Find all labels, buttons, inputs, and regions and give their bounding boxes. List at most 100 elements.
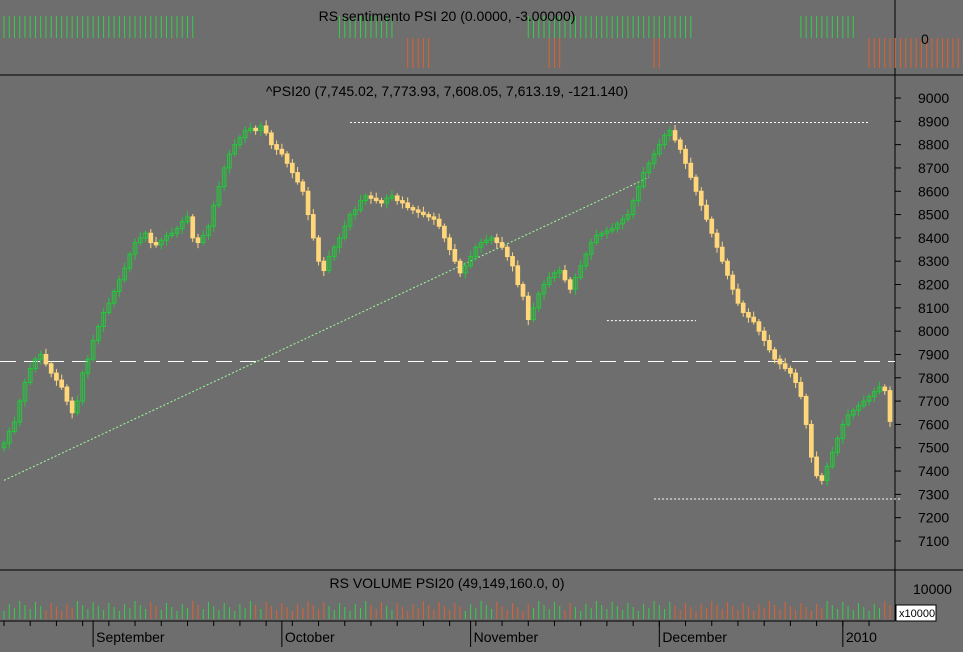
candle-body [331,246,337,258]
volume-unit-label: x10000 [899,608,935,620]
candle-body [599,232,604,237]
y-tick-label: 8000 [918,323,949,339]
candle-body [379,200,384,204]
candle-body [683,148,688,164]
candle-body [463,265,468,274]
candle-body [641,172,646,188]
candle-body [310,214,316,239]
candle-body [54,372,59,381]
candle-body [48,363,54,374]
candle-body [609,228,615,232]
candle-body [17,400,23,423]
x-tick-label: September [96,629,165,645]
candle-body [148,232,154,244]
candle-body [174,228,180,234]
candle-body [415,209,421,213]
y-tick-label: 8600 [918,183,949,199]
candle-body [373,197,379,202]
candle-body [604,230,610,234]
x-tick-label: 2010 [846,629,877,645]
volume-title: RS VOLUME PSI20 (49,149,160.0, 0) [329,575,564,591]
candle-body [43,353,49,365]
y-tick-label: 8900 [918,113,949,129]
candle-body [468,256,473,267]
candle-body [127,253,133,269]
candle-body [206,225,211,237]
y-tick-label: 7800 [918,370,949,386]
candle-body [337,237,342,248]
candle-body [1,442,7,449]
y-tick-label: 8100 [918,300,949,316]
candle-body [588,242,594,255]
candle-body [452,249,458,262]
volume-bars [3,601,891,619]
candle-body [845,414,851,425]
candle-body [567,279,573,290]
y-tick-label: 7400 [918,463,949,479]
candle-body [772,349,777,360]
candle-body [594,235,599,244]
volume-tick-label: 10000 [913,581,952,597]
candle-body [12,421,17,432]
candle-body [237,137,243,146]
candle-body [746,312,751,318]
candle-body [861,400,867,407]
sentiment-title: RS sentimento PSI 20 (0.0000, -3.00000) [319,8,576,24]
candle-body [132,242,138,255]
candle-body [767,339,772,351]
candle-body [871,391,877,397]
candle-body [515,265,521,286]
candle-body [725,260,730,276]
candle-body [117,279,122,293]
candle-body [656,144,662,155]
candle-body [269,132,274,146]
candle-body [662,134,667,146]
candle-body [363,195,369,202]
candle-body [274,144,279,150]
candle-body [442,225,447,239]
candle-body [75,400,80,414]
candle-body [578,265,584,279]
y-tick-label: 8200 [918,277,949,293]
x-tick-label: October [285,629,335,645]
candle-body [405,202,411,209]
candle-body [525,295,531,320]
candle-body [368,195,374,199]
candle-body [824,465,830,481]
candle-body [216,186,222,206]
candle-body [431,216,437,220]
candle-body [284,153,290,164]
y-tick-label: 8700 [918,160,949,176]
y-tick-label: 7900 [918,346,949,362]
candle-body [211,204,217,227]
candle-body [714,232,720,248]
candle-body [552,272,557,279]
y-tick-label: 7700 [918,393,949,409]
candle-body [164,235,169,241]
candle-body [756,321,762,332]
candle-body [421,211,426,216]
candle-body [342,225,348,239]
candle-body [698,190,704,206]
candle-body [200,235,206,244]
candle-body [447,237,452,251]
volume-unit-box [895,604,937,622]
candle-body [347,214,353,227]
candle-body [688,162,694,178]
candle-body [305,190,311,216]
candle-body [672,130,678,141]
candle-body [531,307,536,320]
candle-body [630,200,636,216]
candle-body [520,284,526,297]
candle-body [704,204,709,220]
candle-body [677,139,683,150]
y-tick-label: 8800 [918,137,949,153]
candle-body [316,237,321,262]
candle-body [499,242,505,248]
candle-body [735,288,741,304]
candle-body [38,353,44,360]
candle-body [358,200,363,211]
candle-body [646,162,652,174]
